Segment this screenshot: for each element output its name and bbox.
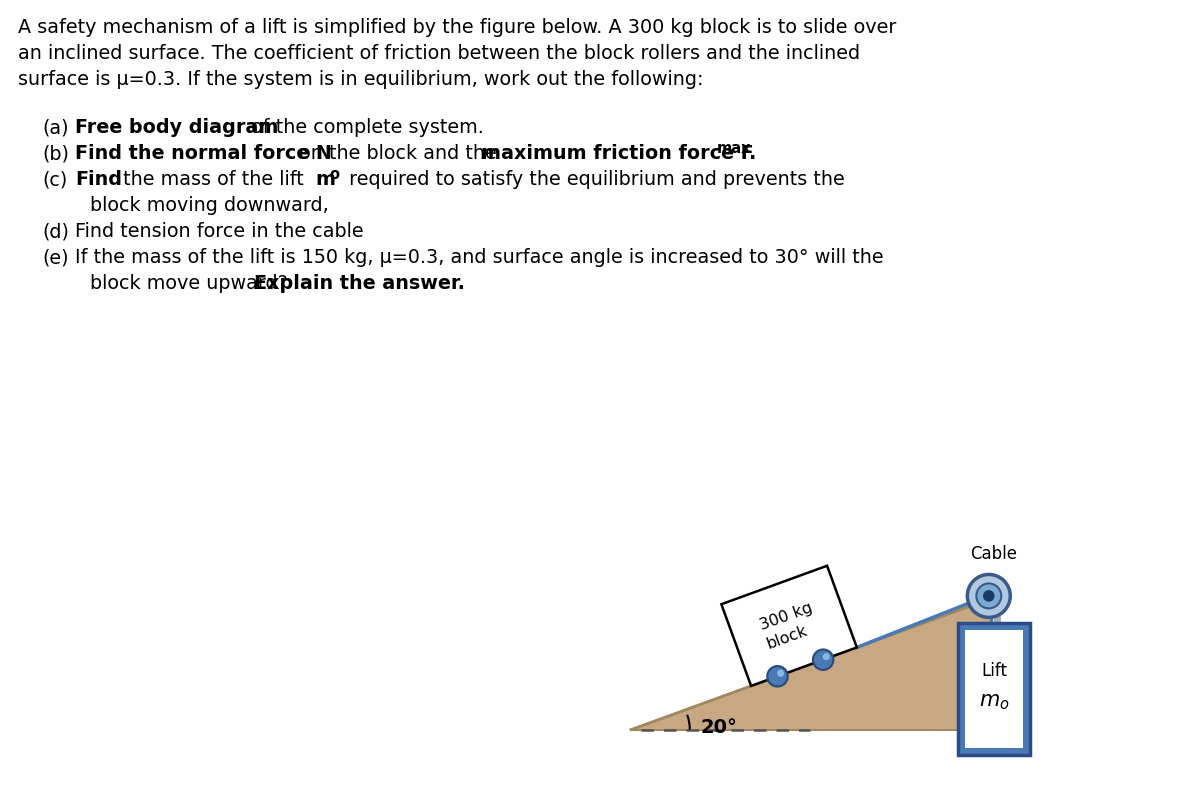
Polygon shape: [721, 566, 857, 686]
Circle shape: [967, 574, 1010, 618]
Text: (c): (c): [42, 170, 68, 189]
FancyBboxPatch shape: [965, 630, 1022, 749]
Text: .: .: [749, 144, 757, 163]
Circle shape: [768, 666, 788, 686]
Text: (a): (a): [42, 118, 69, 137]
Circle shape: [976, 583, 1001, 608]
Text: Lift: Lift: [981, 662, 1007, 680]
Text: block moving downward,: block moving downward,: [90, 196, 328, 215]
Text: A safety mechanism of a lift is simplified by the figure below. A 300 kg block i: A safety mechanism of a lift is simplifi…: [18, 18, 896, 37]
Text: m: m: [315, 170, 336, 189]
Circle shape: [813, 650, 833, 670]
Circle shape: [984, 590, 994, 601]
Polygon shape: [631, 598, 991, 729]
Text: Find: Find: [75, 170, 123, 189]
Text: Find the normal force N: Find the normal force N: [75, 144, 332, 163]
Text: block move upward?: block move upward?: [90, 274, 294, 293]
Text: (b): (b): [42, 144, 69, 163]
Text: surface is μ=0.3. If the system is in equilibrium, work out the following:: surface is μ=0.3. If the system is in eq…: [18, 70, 703, 89]
Text: (e): (e): [42, 248, 69, 267]
Text: $m_o$: $m_o$: [978, 692, 1009, 712]
FancyBboxPatch shape: [958, 622, 1029, 756]
Text: an inclined surface. The coefficient of friction between the block rollers and t: an inclined surface. The coefficient of …: [18, 44, 860, 63]
Text: required to satisfy the equilibrium and prevents the: required to satisfy the equilibrium and …: [343, 170, 845, 189]
Text: Find tension force in the cable: Find tension force in the cable: [75, 222, 364, 241]
Text: o: o: [328, 167, 339, 182]
Text: maximum friction force F: maximum friction force F: [481, 144, 753, 163]
Text: 20°: 20°: [701, 718, 738, 737]
Text: on the block and the: on the block and the: [293, 144, 503, 163]
Text: Explain the answer.: Explain the answer.: [253, 274, 465, 293]
Text: (d): (d): [42, 222, 69, 241]
Text: Free body diagram: Free body diagram: [75, 118, 278, 137]
Text: Cable: Cable: [970, 545, 1017, 562]
Text: block: block: [764, 622, 809, 651]
Text: If the mass of the lift is 150 kg, μ=0.3, and surface angle is increased to 30° : If the mass of the lift is 150 kg, μ=0.3…: [75, 248, 884, 267]
Circle shape: [777, 670, 784, 677]
Text: of the complete system.: of the complete system.: [245, 118, 484, 137]
Text: the mass of the lift: the mass of the lift: [117, 170, 309, 189]
Text: 300 kg: 300 kg: [758, 600, 815, 633]
Text: max: max: [718, 141, 752, 156]
Circle shape: [822, 653, 829, 660]
